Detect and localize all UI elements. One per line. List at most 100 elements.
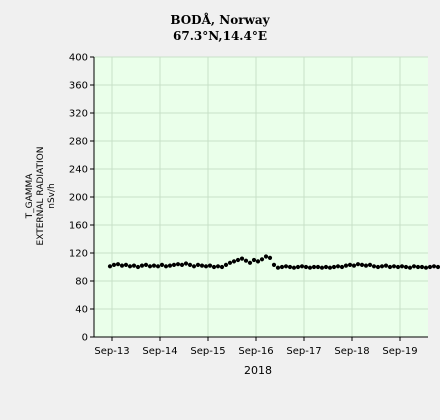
data-point (403, 264, 409, 270)
data-point (151, 263, 157, 268)
data-point (247, 260, 253, 265)
y-tick-label: 360 (69, 81, 88, 92)
axes-layer (90, 56, 428, 341)
data-point (159, 262, 165, 267)
data-point (359, 262, 365, 267)
points-layer (107, 254, 440, 270)
data-point (191, 264, 197, 269)
x-tick-label: Sep-16 (238, 346, 273, 357)
data-point (311, 264, 317, 270)
data-point (411, 264, 417, 269)
data-point (307, 265, 313, 270)
y-tick-label: 200 (69, 193, 88, 204)
data-point (335, 264, 341, 269)
data-point (251, 257, 257, 263)
data-point (391, 264, 397, 269)
grid-layer (94, 56, 428, 338)
data-point (227, 260, 233, 265)
x-tick-label: Sep-18 (334, 346, 369, 357)
data-point (163, 264, 169, 269)
x-tick-label: Sep-17 (286, 346, 321, 357)
y-axis-label-line-3: nSv/h (47, 183, 57, 208)
y-tick-label: 280 (69, 137, 88, 148)
data-point (383, 263, 389, 268)
data-point (115, 262, 121, 267)
data-point (387, 264, 393, 270)
data-point (339, 264, 345, 270)
data-point (347, 262, 353, 267)
data-point (291, 265, 297, 270)
data-point (147, 264, 153, 269)
y-axis-label-line-1: T_GAMMA (25, 173, 35, 220)
data-point (395, 264, 401, 270)
data-point (287, 264, 293, 270)
data-point (303, 264, 309, 270)
data-point (183, 261, 189, 266)
data-point (423, 265, 429, 270)
data-point (179, 262, 185, 267)
data-point (111, 262, 117, 267)
data-point (299, 264, 305, 269)
data-point (295, 264, 301, 270)
chart-subtitle: 67.3°N,14.4°E (173, 29, 267, 43)
data-point (223, 262, 229, 267)
data-point (407, 265, 413, 270)
data-point (283, 264, 289, 269)
data-point (343, 263, 349, 268)
data-point (371, 264, 377, 269)
data-point (235, 257, 241, 263)
data-point (319, 265, 325, 270)
data-point (231, 259, 237, 264)
data-point (215, 264, 221, 269)
data-point (431, 264, 437, 269)
data-point (127, 264, 133, 269)
y-tick-label: 240 (69, 165, 88, 176)
x-tick-label: Sep-19 (382, 346, 417, 357)
data-point (271, 262, 277, 267)
data-point (219, 264, 225, 270)
data-point (107, 264, 113, 269)
data-point (243, 258, 249, 263)
data-point (175, 262, 181, 267)
data-point (419, 264, 425, 270)
data-point (279, 264, 285, 270)
data-point (323, 264, 329, 270)
y-tick-label: 40 (75, 305, 88, 316)
data-point (135, 264, 141, 270)
y-tick-label: 160 (69, 221, 88, 232)
data-point (199, 263, 205, 268)
data-point (171, 262, 177, 267)
data-point (415, 264, 421, 270)
data-point (239, 256, 245, 261)
data-point (123, 262, 129, 267)
data-point (435, 264, 440, 270)
data-point (131, 263, 137, 268)
x-tick-label: Sep-15 (190, 346, 225, 357)
data-point (255, 259, 261, 264)
data-point (315, 264, 321, 270)
data-point (399, 264, 405, 269)
y-tick-label: 400 (69, 53, 88, 64)
data-point (355, 262, 361, 267)
data-point (143, 262, 149, 267)
data-point (139, 263, 145, 268)
data-point (327, 265, 333, 270)
y-tick-label: 0 (82, 333, 88, 344)
x-tick-label: Sep-14 (142, 346, 177, 357)
data-point (187, 262, 193, 267)
data-point (275, 265, 281, 270)
data-point (203, 264, 209, 269)
y-axis-label: T_GAMMA EXTERNAL RADIATION nSv/h (25, 147, 57, 246)
data-point (195, 262, 201, 267)
y-axis-label-line-2: EXTERNAL RADIATION (36, 147, 46, 246)
tick-labels-layer: 0 40 80 120 160 200 240 280 320 360 400 Sep-13 Sep-1… (69, 53, 418, 358)
data-point (367, 262, 373, 267)
data-point (375, 264, 381, 270)
y-tick-label: 80 (75, 277, 88, 288)
x-tick-label: Sep-13 (94, 346, 129, 357)
data-point (363, 263, 369, 268)
data-point (263, 254, 269, 259)
data-point (427, 264, 433, 270)
